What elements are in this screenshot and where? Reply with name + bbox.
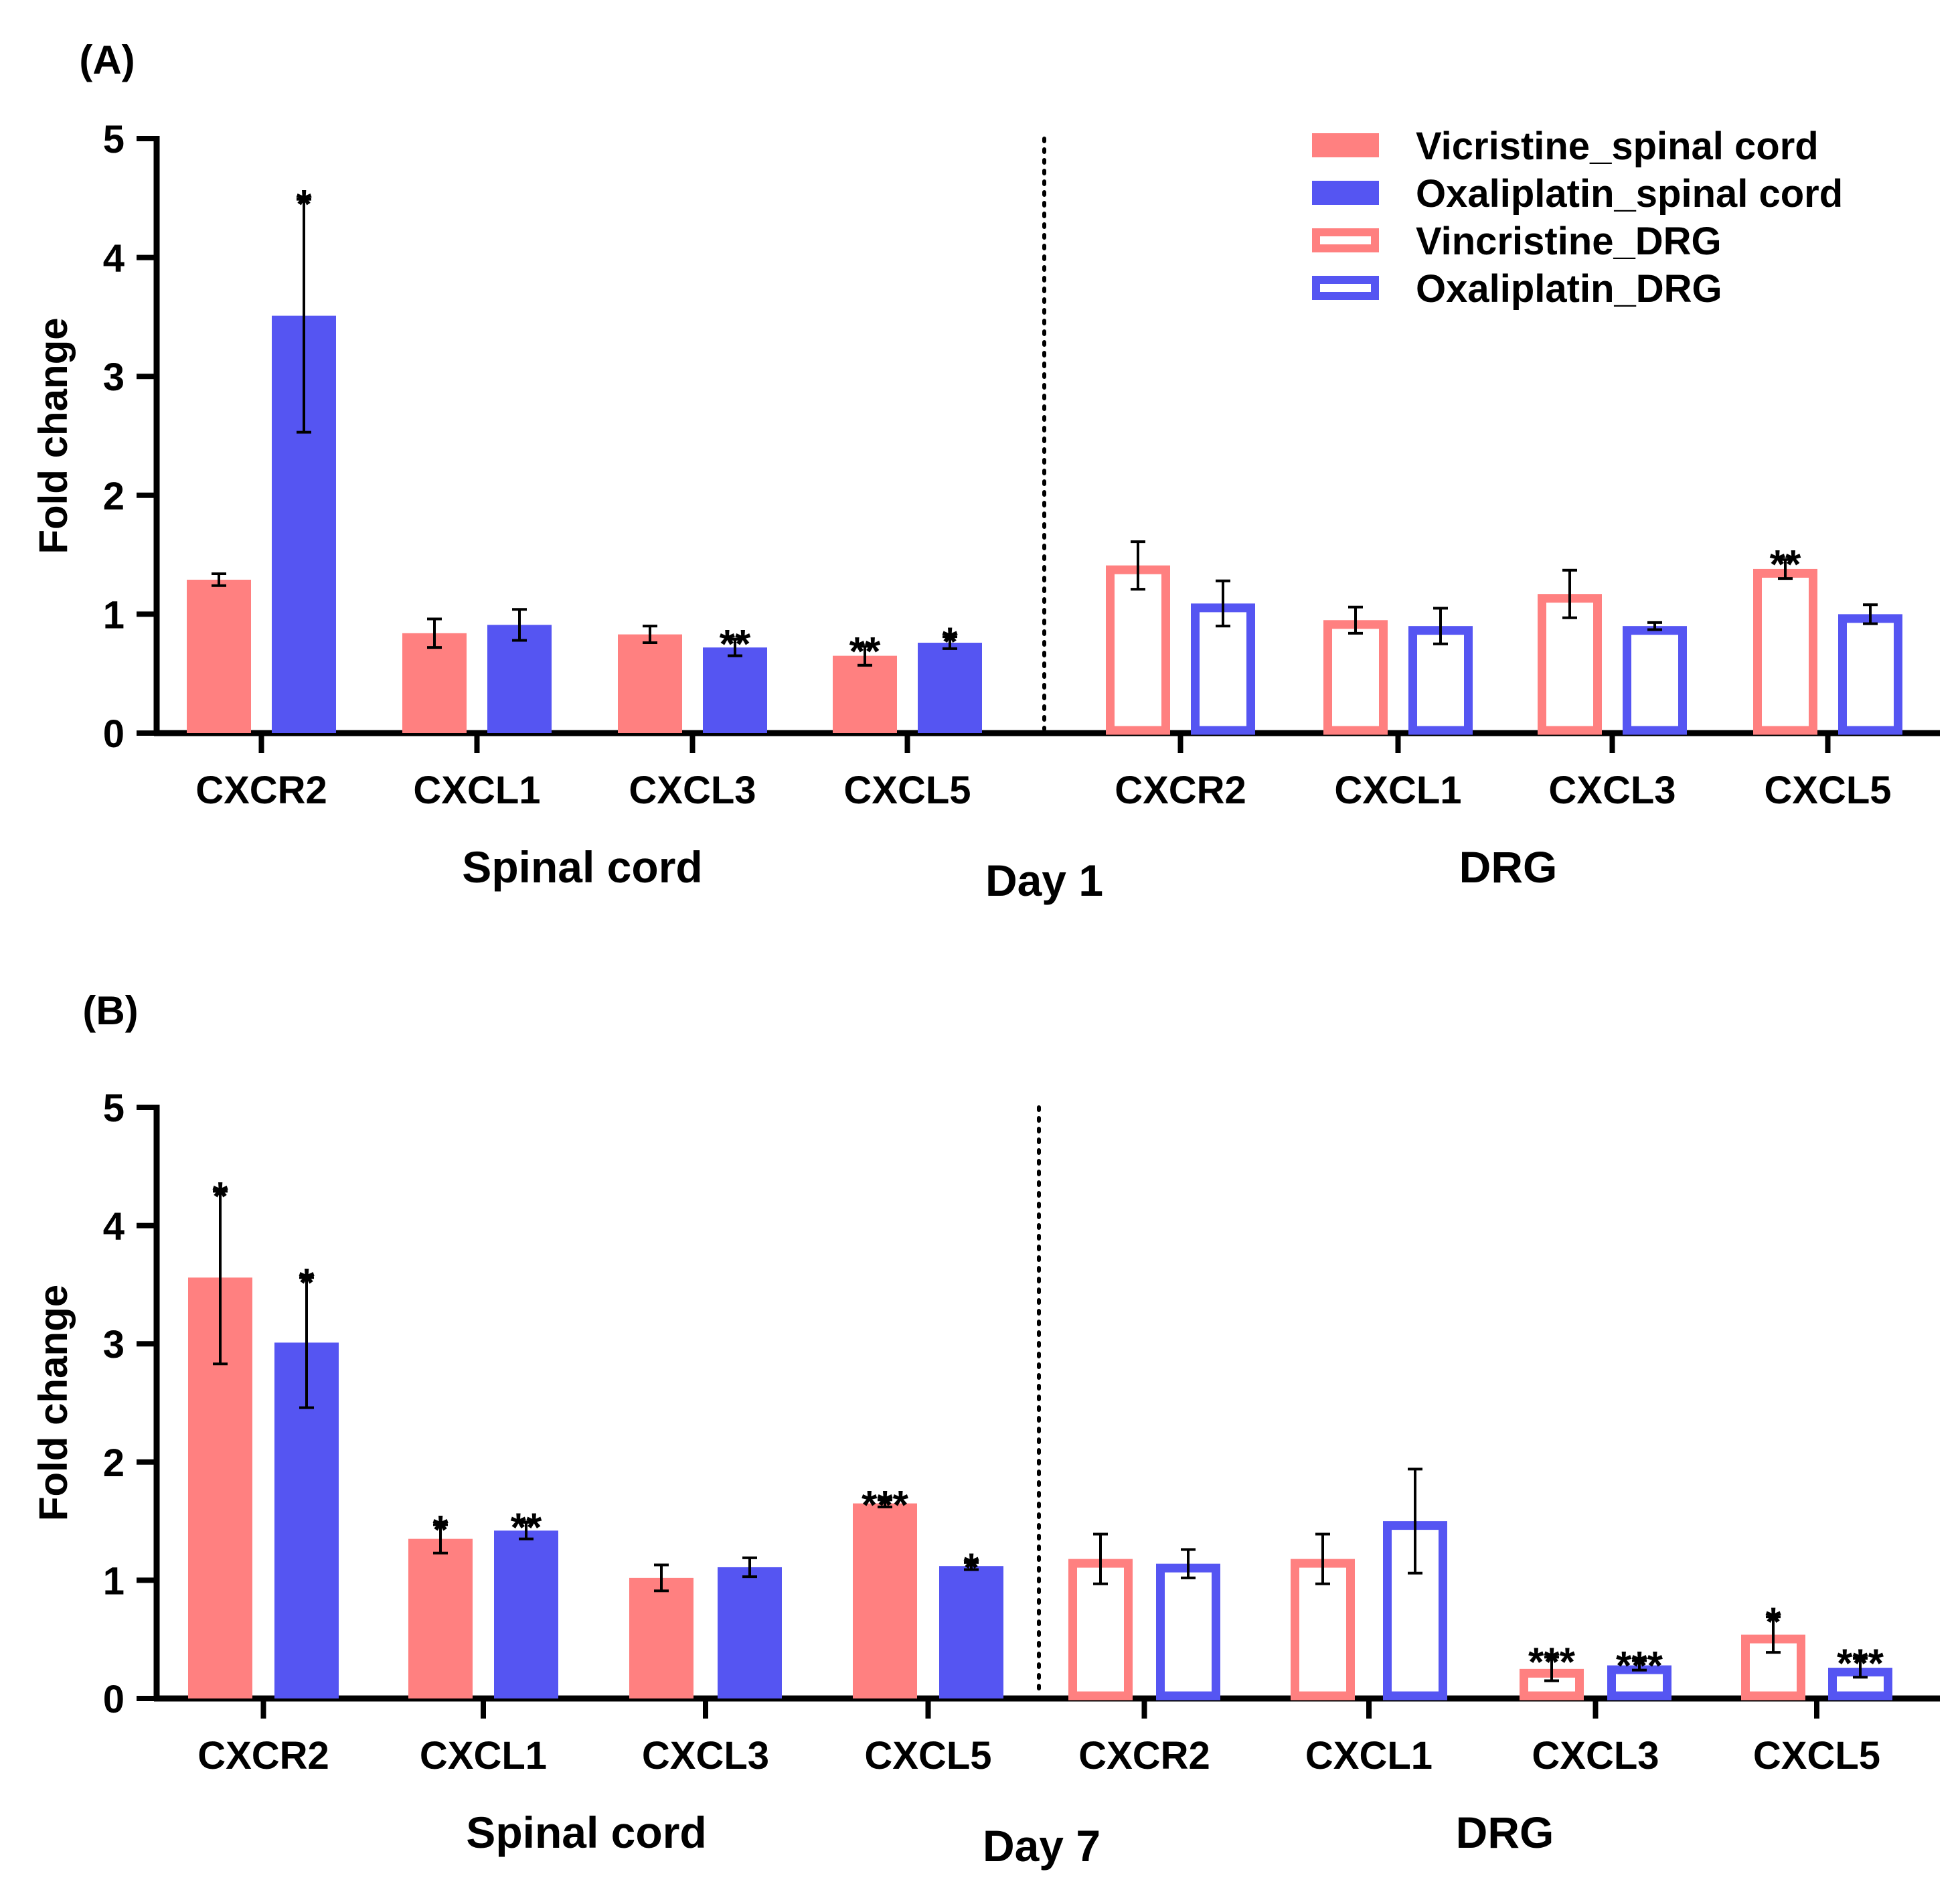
significance-label: * [942,619,958,664]
significance-label: * [1765,1599,1781,1644]
category-label: CXCL5 [864,1734,991,1777]
y-tick-label: 3 [103,355,125,399]
legend-swatch [1312,228,1379,252]
chart-title: Day 7 [983,1821,1100,1871]
legend-label: Vicristine_spinal cord [1416,125,1819,168]
panel-label: (B) [82,988,138,1033]
significance-label: *** [1528,1640,1576,1684]
bar-oxaliplatin-drg-cxcl1 [1408,626,1473,735]
y-tick-label: 4 [103,1205,125,1249]
category-label: CXCR2 [195,769,327,812]
category-label: CXCL1 [413,769,540,812]
y-tick-label: 1 [103,593,125,637]
bar-oxaliplatin-drg-cxcr2 [1156,1563,1220,1700]
category-label: CXCL1 [420,1734,547,1777]
bar-vincristine-spinal-cxcl5 [853,1503,917,1698]
significance-label: ** [720,622,751,667]
category-label: CXCL1 [1334,769,1461,812]
y-tick-label: 0 [103,712,125,756]
group-label-drg: DRG [1459,842,1558,892]
bar-vincristine-drg-cxcl5 [1753,568,1817,735]
significance-label: * [296,182,312,227]
legend-label: Oxaliplatin_DRG [1416,267,1722,311]
significance-label: *** [1616,1643,1663,1688]
category-label: CXCL1 [1305,1734,1433,1777]
legend-swatch [1312,276,1379,300]
category-label: CXCL5 [843,769,971,812]
y-tick-label: 5 [103,118,125,161]
significance-label: * [432,1507,448,1552]
significance-label: * [212,1174,228,1218]
category-label: CXCL3 [642,1734,769,1777]
panel-label: (A) [79,37,135,82]
bar-oxaliplatin-drg-cxcl3 [1623,626,1687,735]
chart-title: Day 1 [985,856,1103,905]
significance-label: * [963,1545,979,1590]
category-label: CXCL3 [1532,1734,1659,1777]
category-label: CXCR2 [197,1734,329,1777]
bar-vincristine-spinal-cxcr2 [187,579,251,733]
bar-oxaliplatin-spinal-cxcl1 [494,1530,558,1698]
category-label: CXCR2 [1115,769,1246,812]
bar-oxaliplatin-spinal-cxcl5 [918,643,982,733]
bar-vincristine-drg-cxcr2 [1106,565,1170,735]
y-tick-label: 4 [103,237,125,281]
category-label: CXCL3 [629,769,756,812]
significance-label: * [299,1260,315,1305]
group-label-spinal-cord: Spinal cord [466,1808,706,1857]
significance-label: *** [1837,1641,1884,1686]
bar-vincristine-spinal-cxcl1 [402,633,467,733]
bar-vincristine-spinal-cxcl3 [629,1577,693,1698]
bar-oxaliplatin-spinal-cxcl1 [487,625,552,733]
bar-vincristine-spinal-cxcl3 [618,634,682,733]
legend-swatch [1312,133,1379,157]
bar-oxaliplatin-spinal-cxcl3 [718,1567,782,1698]
bar-oxaliplatin-spinal-cxcl3 [703,647,767,733]
group-label-spinal-cord: Spinal cord [462,842,702,892]
legend: Vicristine_spinal cordOxaliplatin_spinal… [1312,125,1843,311]
y-tick-label: 1 [103,1559,125,1603]
y-tick-label: 2 [103,1441,125,1485]
category-label: CXCL3 [1548,769,1676,812]
y-tick-label: 5 [103,1087,125,1130]
bar-vincristine-spinal-cxcl1 [408,1538,473,1698]
category-label: CXCR2 [1078,1734,1210,1777]
bar-vincristine-drg-cxcl1 [1323,620,1388,735]
significance-label: ** [849,629,881,674]
significance-label: ** [511,1505,542,1550]
chart-panel-a: (A) Fold change 0 1 2 3 4 5 CXCR2 * CXCL1 CXCL3 ** CX… [31,37,1940,905]
group-label-drg: DRG [1456,1808,1554,1857]
bar-vincristine-spinal-cxcl5 [833,655,897,733]
category-label: CXCL5 [1764,769,1891,812]
y-axis-label: Fold change [31,1285,76,1521]
y-tick-label: 0 [103,1678,125,1721]
bar-oxaliplatin-spinal-cxcl5 [939,1566,1003,1698]
y-axis-label: Fold change [31,317,76,554]
legend-label: Oxaliplatin_spinal cord [1416,172,1843,216]
category-label: CXCL5 [1753,1734,1880,1777]
y-tick-label: 2 [103,475,125,518]
significance-label: *** [862,1482,909,1527]
y-tick-label: 3 [103,1323,125,1366]
significance-label: ** [1770,542,1801,587]
legend-label: Vincristine_DRG [1416,220,1722,263]
legend-swatch [1312,181,1379,205]
bar-oxaliplatin-drg-cxcl5 [1838,614,1902,735]
